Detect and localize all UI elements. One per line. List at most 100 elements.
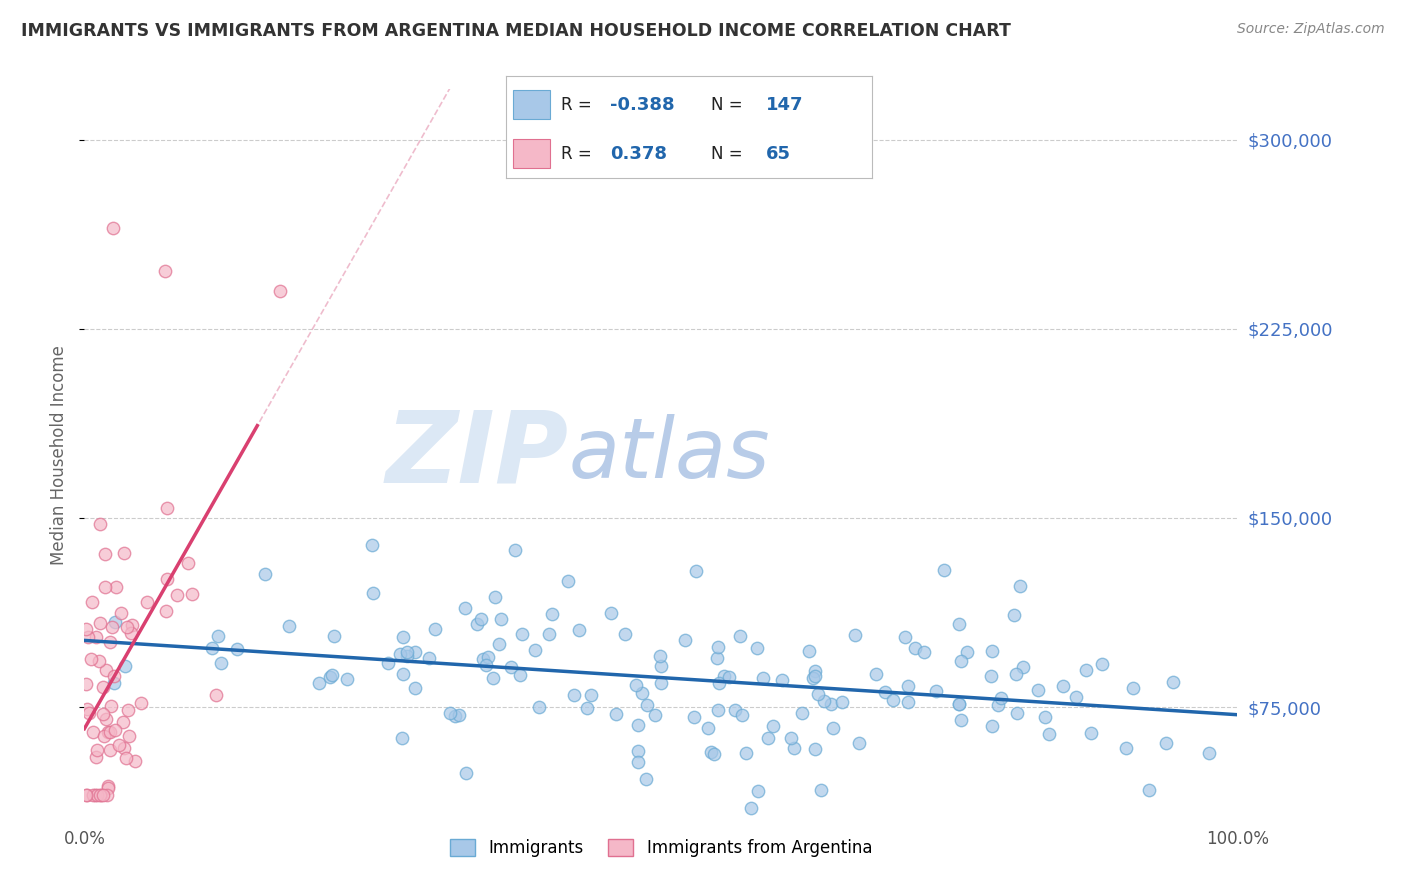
Point xyxy=(894,630,917,644)
Point xyxy=(758,731,780,745)
Point xyxy=(1052,679,1074,693)
Point xyxy=(1091,657,1114,671)
Point xyxy=(392,667,415,681)
Text: R =: R = xyxy=(561,145,602,162)
Point xyxy=(579,688,602,702)
Point xyxy=(86,789,108,803)
Point xyxy=(848,736,870,750)
Point xyxy=(987,698,1010,713)
Point xyxy=(75,789,97,803)
Point xyxy=(707,640,730,655)
Point xyxy=(323,629,346,643)
Point xyxy=(101,620,124,634)
Point xyxy=(84,749,107,764)
Point xyxy=(361,586,384,600)
Point xyxy=(770,673,793,687)
Point xyxy=(209,657,232,671)
Point xyxy=(613,627,636,641)
Point xyxy=(470,612,492,626)
Point xyxy=(82,789,104,803)
Point xyxy=(685,564,707,578)
Point xyxy=(129,696,152,710)
Point xyxy=(155,604,177,618)
Point xyxy=(636,698,658,713)
Point xyxy=(103,676,125,690)
Text: -0.388: -0.388 xyxy=(610,95,675,113)
Point xyxy=(439,706,461,720)
Point xyxy=(731,708,754,723)
Point xyxy=(724,702,747,716)
Point xyxy=(278,619,301,633)
Point xyxy=(568,623,591,637)
Point xyxy=(745,640,768,655)
Point xyxy=(932,563,955,577)
Point xyxy=(108,739,131,753)
Point xyxy=(121,618,143,632)
Point xyxy=(1080,725,1102,739)
Point xyxy=(882,692,904,706)
Point xyxy=(904,640,927,655)
Point xyxy=(717,669,740,683)
Point xyxy=(1115,741,1137,756)
Point xyxy=(98,743,121,757)
Text: R =: R = xyxy=(561,95,598,113)
Point xyxy=(82,595,104,609)
Point xyxy=(980,668,1002,682)
Point xyxy=(948,617,970,632)
Point xyxy=(89,653,111,667)
Point xyxy=(956,645,979,659)
Point xyxy=(875,685,897,699)
Point xyxy=(319,670,342,684)
Point xyxy=(93,681,115,695)
Point xyxy=(557,574,579,588)
Point xyxy=(626,678,648,692)
Point xyxy=(803,664,825,678)
Point xyxy=(779,731,801,746)
Bar xyxy=(513,90,550,119)
Point xyxy=(103,615,125,630)
Point xyxy=(94,547,117,561)
Point xyxy=(112,741,135,756)
Point xyxy=(801,671,824,685)
Point xyxy=(948,698,970,712)
Point xyxy=(454,601,477,615)
Point xyxy=(395,645,418,659)
Point xyxy=(114,750,136,764)
Point xyxy=(740,801,762,815)
Point xyxy=(700,745,723,759)
Point xyxy=(803,741,825,756)
Point xyxy=(97,724,120,739)
Point xyxy=(697,721,720,735)
Point xyxy=(454,766,477,780)
Point xyxy=(89,516,111,531)
Point xyxy=(444,709,467,723)
Point xyxy=(541,607,564,622)
Point xyxy=(650,659,672,673)
Point xyxy=(449,708,471,723)
Point xyxy=(1156,736,1178,750)
Point xyxy=(105,581,128,595)
Point xyxy=(396,648,419,663)
Point xyxy=(79,706,101,721)
Point xyxy=(114,659,136,673)
Point xyxy=(205,688,228,702)
Point xyxy=(207,629,229,643)
Point xyxy=(84,630,107,644)
Point xyxy=(1011,660,1033,674)
Point xyxy=(627,744,650,758)
Point xyxy=(124,754,146,768)
Point xyxy=(201,640,224,655)
Point xyxy=(636,772,658,786)
Point xyxy=(1074,664,1097,678)
Point xyxy=(627,718,650,732)
Point xyxy=(94,580,117,594)
Point xyxy=(177,556,200,570)
Y-axis label: Median Household Income: Median Household Income xyxy=(51,345,69,565)
Point xyxy=(1005,706,1028,721)
Point xyxy=(475,657,498,672)
Point xyxy=(104,723,127,737)
Point xyxy=(96,663,118,677)
Point xyxy=(96,789,118,803)
Point xyxy=(82,725,104,739)
Point xyxy=(713,669,735,683)
